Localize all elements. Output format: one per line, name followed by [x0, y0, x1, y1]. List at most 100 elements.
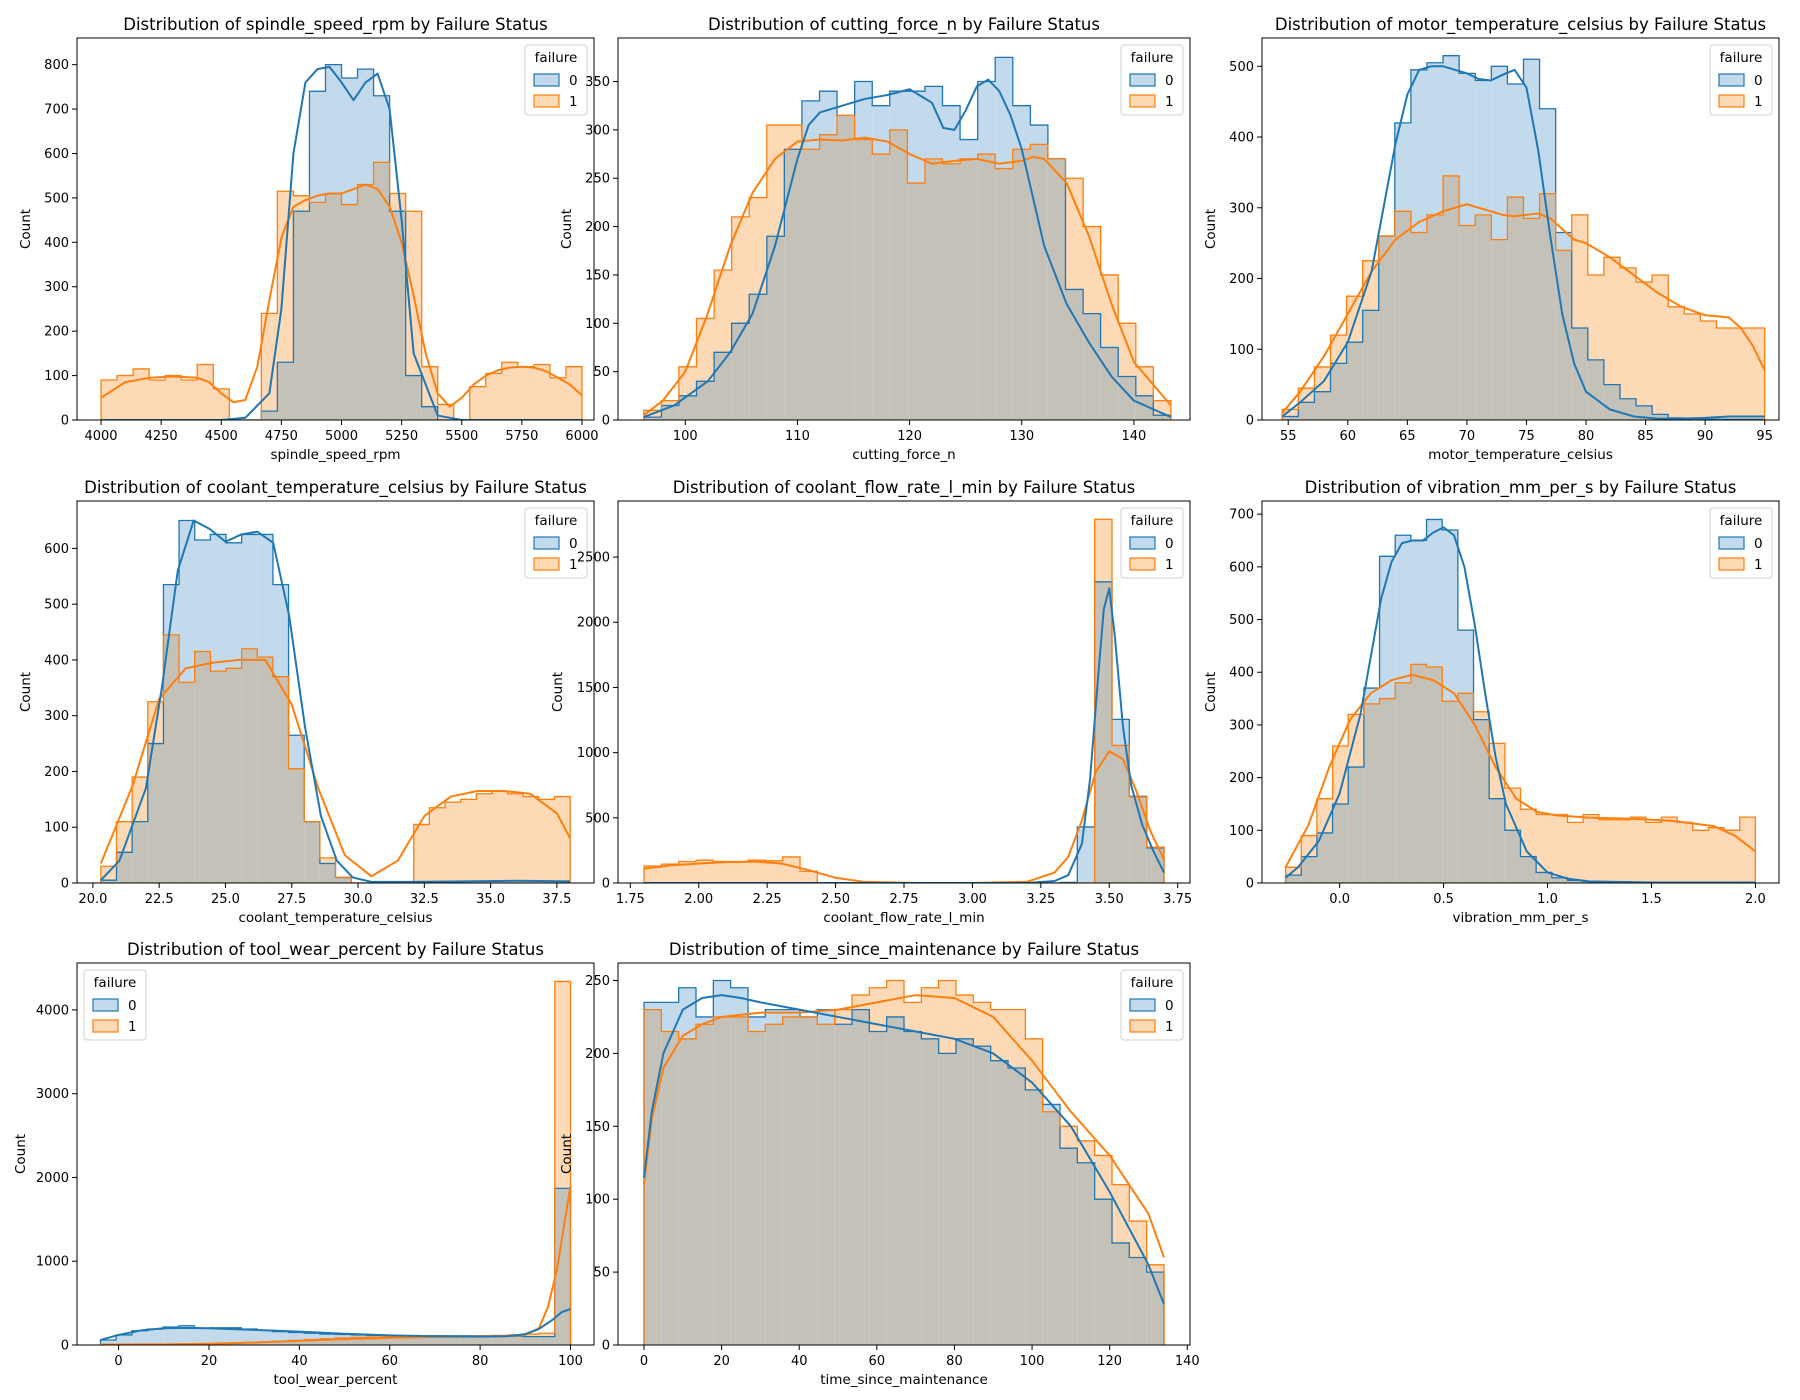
series-0-bar [977, 81, 996, 155]
overlap-bar [938, 1053, 956, 1345]
series-0-bar [1112, 719, 1130, 746]
overlap-bar [1619, 398, 1637, 420]
legend-label-0: 0 [569, 73, 578, 89]
series-1-bar [1571, 214, 1588, 329]
y-tick-label: 2500 [577, 551, 610, 566]
y-tick-label: 0 [602, 1339, 610, 1354]
series-0-bar [1395, 535, 1411, 683]
overlap-bar [325, 193, 342, 420]
x-tick-label: 2.0 [1745, 892, 1766, 907]
plot-area [100, 64, 583, 420]
overlap-bar [179, 682, 195, 883]
series-0-bar [272, 1331, 289, 1342]
series-1-bar [261, 313, 278, 412]
x-tick-label: 1.0 [1537, 892, 1558, 907]
legend-label-1: 1 [128, 1019, 137, 1035]
overlap-bar [817, 1024, 835, 1345]
x-tick-label: 40 [791, 1354, 808, 1369]
series-0-bar [678, 987, 696, 1039]
x-tick-label: 100 [558, 1354, 583, 1369]
series-0-kde-line [100, 519, 571, 883]
series-1-bar [1716, 328, 1733, 420]
overlap-bar [335, 877, 352, 883]
chart-title: Distribution of coolant_flow_rate_l_min … [673, 478, 1136, 498]
overlap-bar [1112, 745, 1130, 883]
legend-swatch-0 [1718, 73, 1745, 87]
series-0-bar [116, 1334, 132, 1345]
series-1-kde-line [643, 136, 1172, 416]
overlap-bar [1060, 1148, 1078, 1345]
series-1-bar [1060, 1126, 1078, 1149]
plot-frame [1261, 500, 1780, 884]
overlap-bar [1153, 415, 1171, 420]
series-0-bar [163, 1326, 179, 1345]
x-axis-label: tool_wear_percent [274, 1372, 398, 1388]
series-0-bar [163, 584, 180, 635]
overlap-bar [304, 1339, 320, 1345]
y-tick-label: 400 [44, 236, 69, 251]
overlap-bar [1491, 239, 1508, 420]
overlap-bar [1129, 1257, 1147, 1345]
overlap-bar [1426, 214, 1444, 420]
series-1-bar [554, 981, 571, 1189]
series-1-bar [476, 793, 492, 883]
overlap-bar [366, 1337, 383, 1345]
series-0-bar [1443, 55, 1460, 176]
overlap-bar [1473, 719, 1490, 883]
series-1-kde-line [100, 1185, 572, 1345]
series-1-bar [523, 796, 539, 883]
x-tick-label: 20 [201, 1354, 218, 1369]
legend-swatch-0 [92, 998, 119, 1012]
legend: failure 0 1 [83, 969, 147, 1041]
overlap-bar [765, 1024, 783, 1345]
overlap-bar [445, 1336, 461, 1345]
series-1-bar [1668, 306, 1685, 418]
overlap-bar [1146, 847, 1164, 883]
series-0-bar [1363, 688, 1380, 704]
x-axis-label: cutting_force_n [852, 447, 956, 463]
series-1-bar [1330, 335, 1347, 364]
overlap-bar [956, 1038, 974, 1345]
x-axis-label: time_since_maintenance [820, 1372, 988, 1388]
plot-frame [617, 962, 1191, 1346]
x-tick-label: 3.00 [958, 892, 987, 907]
x-axis-label: spindle_speed_rpm [270, 447, 400, 463]
series-1-bar [181, 380, 198, 420]
overlap-bar [272, 676, 289, 883]
series-1-bar [1583, 814, 1599, 882]
overlap-bar [714, 352, 732, 420]
plot-area [643, 56, 1172, 420]
overlap-bar [1100, 347, 1119, 420]
series-1-bar [523, 1334, 540, 1337]
series-0-bar [194, 540, 211, 652]
series-0-bar [366, 1335, 383, 1338]
series-1-bar [956, 995, 974, 1039]
overlap-bar [1410, 664, 1427, 883]
overlap-bar [100, 880, 117, 883]
y-axis-label: Count [18, 672, 34, 712]
y-tick-label: 1500 [577, 681, 610, 696]
series-0-bar [272, 584, 289, 677]
x-axis-label: coolant_flow_rate_l_min [823, 910, 984, 926]
overlap-bar [1301, 856, 1317, 883]
series-1-bar [661, 400, 679, 406]
x-tick-label: 27.5 [277, 892, 306, 907]
series-1-bar [644, 866, 662, 883]
overlap-bar [257, 657, 273, 883]
overlap-bar [341, 204, 358, 420]
series-1-outline [643, 114, 1172, 420]
overlap-bar [995, 168, 1013, 420]
y-axis-label: Count [18, 209, 34, 249]
series-0-bar [225, 1327, 242, 1344]
y-tick-label: 400 [44, 653, 69, 668]
overlap-bar [429, 1336, 446, 1345]
series-1-bar [413, 824, 430, 883]
series-0-kde-line [644, 587, 1165, 883]
chart-title: Distribution of spindle_speed_rpm by Fai… [123, 15, 548, 35]
y-tick-label: 200 [585, 1047, 610, 1062]
overlap-bar [1426, 666, 1443, 883]
overlap-bar [1282, 416, 1299, 420]
overlap-bar [1012, 149, 1031, 420]
y-tick-label: 100 [1229, 824, 1254, 839]
legend: failure 0 1 [524, 44, 588, 116]
